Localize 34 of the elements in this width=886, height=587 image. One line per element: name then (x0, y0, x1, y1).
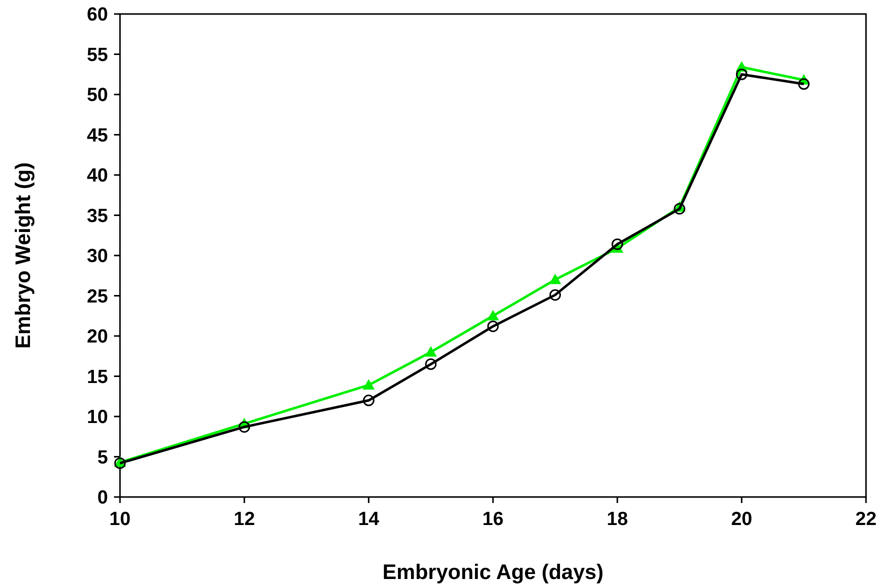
x-tick-label: 20 (731, 509, 752, 530)
y-tick-label: 0 (97, 488, 108, 509)
y-tick-label: 50 (86, 85, 108, 106)
y-tick-label: 40 (86, 166, 108, 187)
y-tick-label: 30 (86, 246, 108, 268)
y-tick-label: 5 (97, 447, 108, 468)
point (425, 358, 437, 370)
y-tick-label: 20 (86, 326, 108, 348)
y-tick-label: 60 (86, 4, 108, 26)
point (487, 320, 499, 332)
point (238, 421, 250, 433)
y-tick-label: 10 (86, 407, 108, 428)
y-axis-title: Embryo Weight (g) (12, 162, 35, 349)
point (487, 310, 499, 320)
x-axis-title: Embryonic Age (days) (382, 561, 604, 584)
y-tick-label: 45 (86, 125, 108, 146)
x-tick-label: 22 (855, 509, 877, 530)
point (612, 238, 624, 250)
point (674, 203, 686, 215)
point (736, 68, 748, 80)
point (798, 78, 810, 90)
point (549, 289, 561, 301)
x-tick-label: 14 (358, 509, 380, 530)
y-tick-label: 35 (86, 206, 108, 227)
point (362, 394, 374, 406)
y-tick-label: 55 (86, 44, 108, 66)
y-tick-label: 25 (86, 286, 108, 308)
x-tick-label: 16 (482, 509, 504, 530)
point (549, 274, 562, 284)
x-tick-label: 18 (606, 509, 628, 530)
x-tick-label: 12 (234, 509, 255, 530)
y-tick-label: 15 (86, 366, 108, 388)
point (424, 346, 437, 357)
point (362, 379, 375, 390)
